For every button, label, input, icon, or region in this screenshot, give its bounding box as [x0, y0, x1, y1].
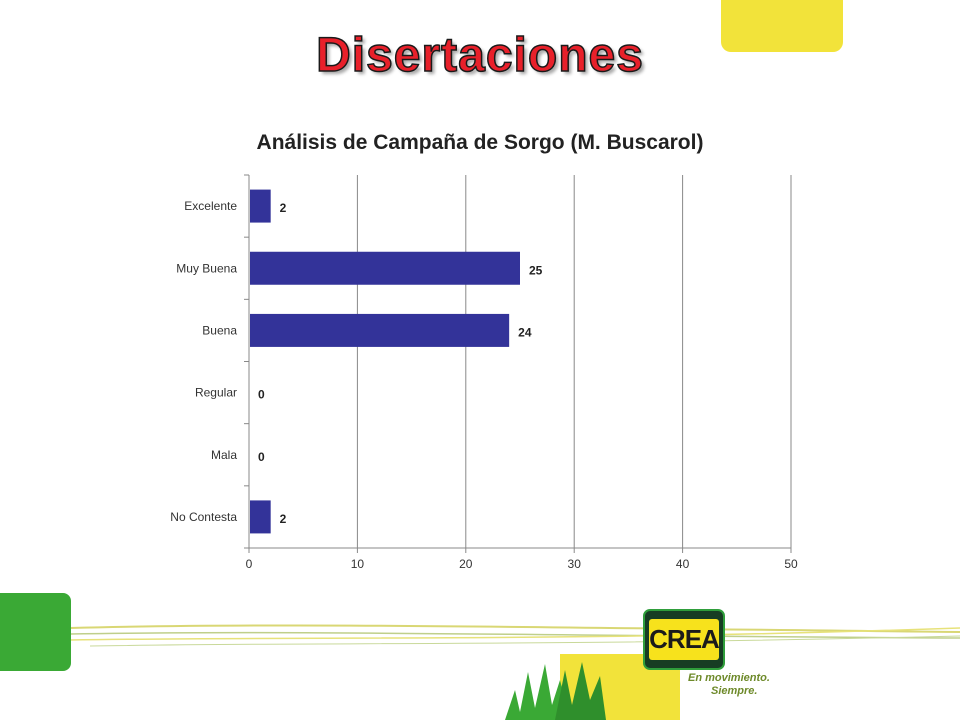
bar-0: [250, 189, 271, 223]
bar-2: [250, 313, 510, 347]
data-label-4: 0: [258, 450, 265, 464]
category-label-0: Excelente: [184, 199, 237, 213]
slogan-line-1: En movimiento.: [688, 672, 770, 684]
category-label-2: Buena: [202, 323, 237, 337]
x-tick-label-1: 10: [351, 557, 365, 571]
data-label-1: 25: [529, 263, 543, 277]
slogan: En movimiento. Siempre.: [688, 672, 798, 698]
x-tick-label-2: 20: [459, 557, 473, 571]
category-label-1: Muy Buena: [176, 261, 237, 275]
x-tick-label-3: 30: [568, 557, 582, 571]
data-label-2: 24: [518, 325, 532, 339]
category-label-5: No Contesta: [170, 510, 237, 524]
crea-logo: CREA: [643, 609, 725, 670]
x-tick-label-4: 40: [676, 557, 690, 571]
category-label-4: Mala: [211, 448, 237, 462]
category-label-3: Regular: [195, 386, 237, 400]
slide-title: Disertaciones: [315, 28, 644, 83]
crea-logo-plate: CREA: [649, 619, 720, 660]
crea-logo-text: CREA: [649, 624, 720, 654]
x-tick-label-0: 0: [246, 557, 253, 571]
bar-1: [250, 251, 520, 285]
chart-title: Análisis de Campaña de Sorgo (M. Buscaro…: [256, 131, 704, 154]
yellow-corner-tab: [721, 0, 843, 52]
slogan-line-2: Siempre.: [711, 685, 758, 697]
data-label-3: 0: [258, 388, 265, 402]
green-corner-tab: [0, 593, 71, 671]
x-tick-label-5: 50: [784, 557, 798, 571]
data-label-5: 2: [280, 512, 287, 526]
bar-5: [250, 500, 271, 534]
data-label-0: 2: [280, 201, 287, 215]
